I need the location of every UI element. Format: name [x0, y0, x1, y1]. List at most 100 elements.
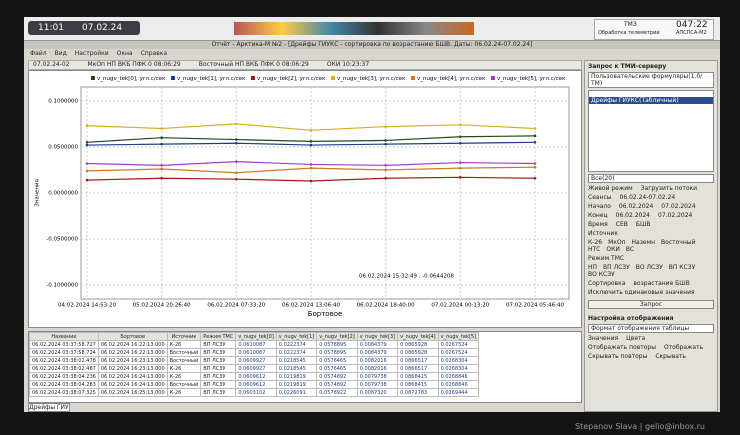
data-point	[309, 179, 313, 183]
station: ТМЗ	[624, 21, 637, 28]
option[interactable]: возрастание БШВ	[633, 280, 690, 287]
menu-item[interactable]: Настройки	[74, 50, 109, 57]
table-row[interactable]: 06.02.2024 03:38:07.325 06.02.2024 16:25:…	[29, 388, 480, 397]
column-header: v_nugv_tek[5]	[437, 332, 480, 341]
cell: 0.0219819	[275, 380, 318, 389]
header-row: Название Бортовое Источник Режим ТМС v_nugv_…	[29, 332, 480, 341]
option[interactable]: Сеансы	[588, 194, 612, 201]
checkbox[interactable]: ОКИ	[606, 246, 620, 253]
y-tick-label: -0.0500000	[46, 237, 78, 243]
checkbox[interactable]: Исключить одинаковые значения	[588, 289, 695, 296]
cell: 06.02.2024 16:22:13.000	[97, 340, 168, 349]
x-tick-label: 07.02.2024 05:46:40	[506, 303, 564, 309]
select[interactable]: Формат отображения таблицы	[588, 324, 714, 333]
cell: 0.0084379	[356, 348, 399, 357]
menu-item[interactable]: Справка	[140, 50, 168, 57]
checkbox[interactable]: Восточный	[661, 239, 696, 246]
checkbox[interactable]: Наземн	[631, 239, 656, 246]
legend-label: v_nugv_tek[1], угл.с/сек	[177, 76, 246, 82]
cell: 06.02.2024 16:24:13.000	[97, 372, 168, 381]
checkbox[interactable]: ВП КСЗУ	[668, 264, 696, 271]
list-item[interactable]: Дрейфы ГИУКС(Табличный)	[589, 97, 713, 104]
option: Значения	[588, 335, 619, 342]
checkbox[interactable]: ВП ЛСЗУ	[603, 264, 630, 271]
field-row: Сортировка возрастание БШВ	[588, 280, 714, 287]
legend-swatch	[91, 76, 95, 80]
tab[interactable]: Дрейфы ГИУКС	[28, 403, 70, 412]
watermark: Stepanov Slava | gelio@inbox.ru	[575, 422, 705, 431]
data-point	[85, 178, 89, 182]
data-point	[309, 143, 313, 147]
option[interactable]: Конец	[588, 212, 608, 219]
cell: 0.0866517	[397, 356, 439, 365]
option[interactable]: 06.02.2024	[615, 212, 650, 219]
checkbox[interactable]: ВС	[625, 246, 635, 253]
option[interactable]: Скрывать повторы	[588, 353, 648, 360]
select[interactable]: Все(20)	[588, 174, 714, 183]
option[interactable]: Сортировка	[588, 280, 626, 287]
menu-item[interactable]: Вид	[54, 50, 67, 57]
option[interactable]: Живой режим	[588, 185, 633, 192]
checkbox[interactable]: К-26	[588, 239, 603, 246]
table-row[interactable]: 06.02.2024 03:37:58.727 06.02.2024 16:22:…	[29, 340, 480, 349]
cell: К-26	[166, 388, 202, 397]
cell: 06.02.2024 03:37:58.727	[29, 340, 99, 349]
legend-swatch	[491, 76, 495, 80]
table-row[interactable]: 06.02.2024 03:38:02.478 06.02.2024 16:23:…	[29, 356, 480, 365]
checkbox[interactable]: МкОп	[608, 239, 626, 246]
table-row[interactable]: 06.02.2024 03:38:04.236 06.02.2024 16:24:…	[29, 372, 480, 381]
cell: 0.0610087	[235, 348, 277, 357]
table-row[interactable]: 06.02.2024 03:38:02.487 06.02.2024 16:23:…	[29, 364, 480, 373]
data-point	[235, 160, 238, 163]
section-title: Настройка отображения	[588, 315, 674, 322]
cell: 06.02.2024 03:38:04.283	[29, 380, 99, 389]
data-point	[533, 176, 537, 180]
cell: Восточный	[166, 356, 202, 365]
option[interactable]: 07.02.2024	[658, 212, 693, 219]
option[interactable]: Отображать	[663, 344, 704, 351]
option[interactable]: Скрывать	[655, 353, 686, 360]
option[interactable]: Отображать повторы	[588, 344, 656, 351]
data-point	[235, 122, 238, 126]
checkbox[interactable]: НП	[588, 264, 598, 271]
column-header: v_nugv_tek[2]	[316, 332, 358, 341]
group-label: Источник	[588, 230, 618, 237]
cell: 06.02.2024 16:24:13.000	[97, 380, 168, 389]
option[interactable]: 06.02.24-07.02.24	[619, 194, 676, 201]
cell: 0.0574892	[316, 372, 358, 381]
legend-swatch	[411, 76, 415, 80]
cell: 0.0268846	[437, 372, 480, 381]
status-item: МкОп НП ВКБ ПФК 0 08:06:29	[87, 61, 181, 68]
checkbox[interactable]: НТС	[588, 246, 601, 253]
toolbar-icons[interactable]	[234, 22, 474, 35]
window-title: Отчёт - Арктика-М №2 - [Дрейфы ГИУКС - с…	[24, 41, 720, 49]
button[interactable]: Запрос	[588, 300, 714, 309]
option[interactable]: Время	[588, 221, 608, 228]
y-axis-label: Значения	[35, 179, 41, 207]
checkbox[interactable]: ВО КСЗУ	[588, 271, 615, 278]
menu-item[interactable]: Файл	[30, 50, 47, 57]
cell: Восточный	[166, 348, 202, 357]
mode: Обработка телеметрии	[598, 30, 660, 36]
data-point	[533, 165, 537, 169]
cell: 06.02.2024 03:38:04.236	[29, 372, 99, 381]
data-point	[459, 141, 462, 145]
column-header: v_nugv_tek[3]	[356, 332, 399, 341]
data-point	[533, 134, 537, 138]
table-row[interactable]: 06.02.2024 03:37:58.724 06.02.2024 16:22:…	[29, 348, 480, 357]
option[interactable]: Загрузить потоки	[640, 185, 698, 192]
field-row: Конец 06.02.2024 07.02.2024	[588, 212, 714, 219]
cell: 0.0609612	[235, 380, 277, 389]
select[interactable]: Пользовательские формуляры(1.0/ТМ)	[588, 72, 714, 88]
cell: 0.0267524	[437, 348, 480, 357]
option[interactable]: СЕВ	[615, 221, 628, 228]
checkbox[interactable]: ВО ЛСЗУ	[635, 264, 663, 271]
option[interactable]: Начало	[588, 203, 611, 210]
option[interactable]: 06.02.2024	[618, 203, 654, 210]
option[interactable]: 07.02.2024	[661, 203, 696, 210]
option[interactable]: БШВ	[635, 221, 651, 228]
cell: 0.0872783	[397, 388, 439, 397]
table-row[interactable]: 06.02.2024 03:38:04.283 06.02.2024 16:24:…	[29, 380, 480, 389]
menu-item[interactable]: Окна	[116, 50, 133, 57]
